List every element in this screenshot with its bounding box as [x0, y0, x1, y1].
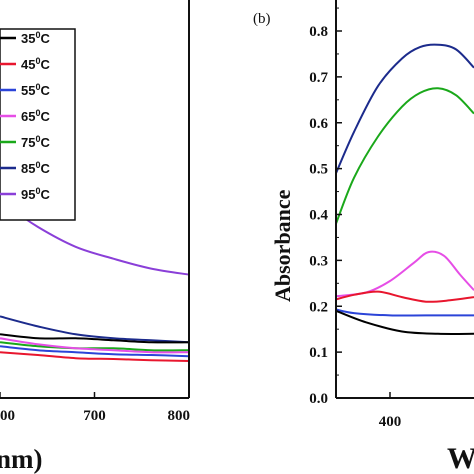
panel-b-y-tick-label: 0.3 — [309, 253, 328, 269]
panel-b-y-tick-label: 0.0 — [309, 391, 328, 407]
panel-b-series-line — [335, 250, 474, 298]
panel-a-x-axis-title: nm) — [0, 444, 43, 474]
panel-b-label: (b) — [253, 11, 271, 27]
legend-box — [0, 28, 76, 221]
panel-b-y-ticks: 0.0 0.1 0.2 0.3 0.4 0.5 0.6 0.7 0.8 — [309, 7, 342, 407]
legend-label: 350C — [21, 30, 50, 46]
panel-b-y-tick-label: 0.7 — [309, 70, 328, 86]
panel-b: (b) 0.0 0.1 0.2 0.3 0.4 0.5 0.6 0.7 0.8 400 Abso… — [253, 0, 474, 474]
panel-b-x-axis-title: W — [447, 442, 474, 474]
panel-b-y-axis-title: Absorbance — [270, 189, 295, 302]
panel-b-y-tick-label: 0.5 — [309, 162, 328, 178]
panel-b-y-tick-label: 0.1 — [309, 345, 328, 361]
panel-b-series-line — [335, 309, 474, 335]
legend-label: 850C — [21, 160, 50, 176]
legend-items: 350C 450C 550C 650C 750C 850C 950C — [0, 30, 50, 202]
legend-label: 750C — [21, 134, 50, 150]
panel-a-series-line — [0, 315, 190, 344]
panel-b-y-tick-label: 0.6 — [309, 116, 328, 132]
panel-a-series-line — [0, 351, 190, 362]
panel-a-x-ticks: 00 700 800 — [0, 392, 190, 424]
panel-a-series — [0, 196, 190, 362]
panel-a-series-line — [0, 333, 190, 344]
panel-a-x-tick-label: 00 — [0, 408, 15, 424]
panel-b-series-line — [335, 43, 474, 174]
panel-a-series-line — [0, 341, 190, 352]
legend-label: 550C — [21, 82, 50, 98]
panel-a-x-tick-label: 800 — [168, 408, 191, 424]
panel-b-x-ticks: 400 — [379, 392, 402, 430]
panel-a-x-tick-label: 700 — [83, 408, 106, 424]
legend-label: 950C — [21, 186, 50, 202]
panel-b-y-tick-label: 0.8 — [309, 24, 328, 40]
panel-a: 00 700 800 nm) 350C 450C 550C 650C 750C 850C 950… — [0, 0, 190, 474]
panel-b-x-tick-label: 400 — [379, 414, 402, 430]
panel-a-series-line — [0, 337, 190, 354]
legend-label: 450C — [21, 56, 50, 72]
panel-a-legend: 350C 450C 550C 650C 750C 850C 950C — [0, 28, 76, 221]
panel-b-y-tick-label: 0.4 — [309, 208, 328, 224]
panel-b-y-tick-label: 0.2 — [309, 299, 328, 315]
panel-a-series-line — [0, 345, 190, 358]
panel-b-series-line — [335, 290, 474, 303]
legend-label: 650C — [21, 108, 50, 124]
panel-b-series-line — [335, 308, 474, 317]
panel-b-series-line — [335, 87, 474, 225]
panel-b-series — [335, 43, 474, 335]
